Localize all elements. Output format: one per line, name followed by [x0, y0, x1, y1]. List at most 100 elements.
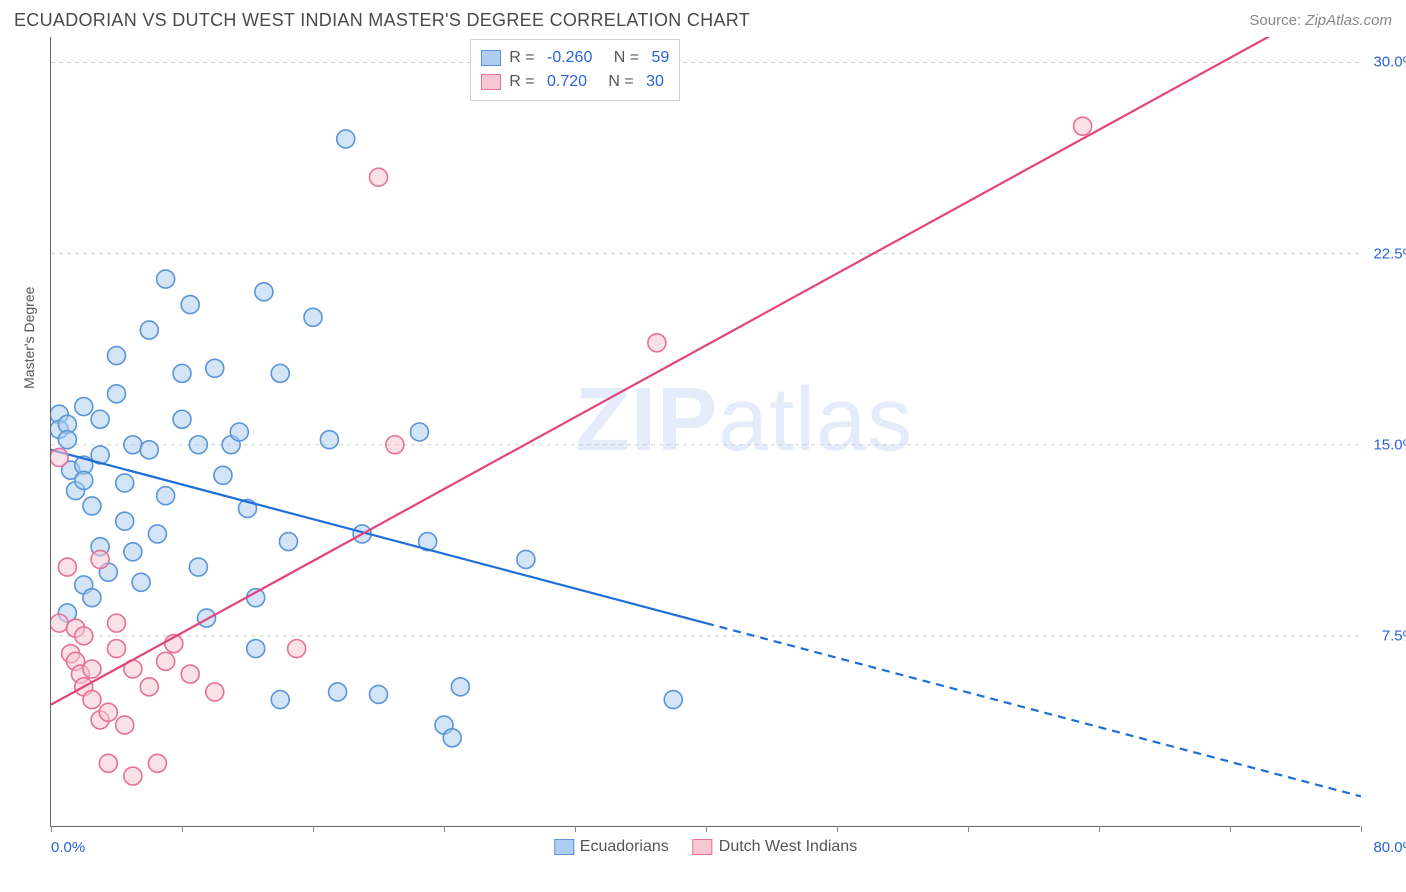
data-point	[83, 660, 101, 678]
series-legend-item: Dutch West Indians	[693, 838, 857, 856]
y-tick-label: 15.0%	[1373, 436, 1406, 453]
data-point	[140, 321, 158, 339]
chart-title: ECUADORIAN VS DUTCH WEST INDIAN MASTER'S…	[14, 10, 750, 31]
source-prefix: Source:	[1249, 12, 1305, 29]
data-point	[214, 466, 232, 484]
data-point	[239, 499, 257, 517]
data-point	[353, 525, 371, 543]
trend-line-extrapolated	[706, 623, 1361, 796]
data-point	[410, 423, 428, 441]
data-point	[443, 729, 461, 747]
data-point	[124, 436, 142, 454]
data-point	[148, 754, 166, 772]
data-point	[165, 635, 183, 653]
data-point	[62, 461, 80, 479]
data-point	[304, 308, 322, 326]
data-point	[75, 471, 93, 489]
data-point	[75, 678, 93, 696]
chart-container: Master's Degree ZIPatlas R = -0.260 N = …	[14, 37, 1396, 877]
data-point	[124, 543, 142, 561]
data-point	[370, 168, 388, 186]
x-axis-max-label: 80.0%	[1373, 839, 1406, 856]
stats-legend: R = -0.260 N = 59R = 0.720 N = 30	[470, 39, 680, 101]
legend-n-label: N =	[600, 49, 643, 67]
data-point	[189, 558, 207, 576]
data-point	[108, 640, 126, 658]
source-credit: Source: ZipAtlas.com	[1249, 12, 1392, 29]
data-point	[419, 533, 437, 551]
legend-n-value: 30	[646, 73, 664, 91]
data-point	[337, 130, 355, 148]
legend-r-label: R =	[509, 49, 539, 67]
data-point	[58, 604, 76, 622]
series-name: Dutch West Indians	[719, 838, 857, 856]
data-point	[279, 533, 297, 551]
data-point	[132, 573, 150, 591]
stats-legend-row: R = -0.260 N = 59	[481, 46, 669, 70]
data-point	[451, 678, 469, 696]
legend-swatch	[481, 74, 501, 90]
legend-r-label: R =	[509, 73, 539, 91]
data-point	[75, 627, 93, 645]
legend-swatch	[481, 50, 501, 66]
x-tick	[1361, 826, 1362, 832]
series-legend: Ecuadorians Dutch West Indians	[554, 838, 857, 856]
data-point	[116, 474, 134, 492]
data-point	[148, 525, 166, 543]
x-tick	[1230, 826, 1231, 832]
data-point	[1074, 117, 1092, 135]
data-layer	[51, 37, 1361, 827]
data-point	[288, 640, 306, 658]
x-tick	[182, 826, 183, 832]
data-point	[435, 716, 453, 734]
data-point	[75, 576, 93, 594]
data-point	[247, 589, 265, 607]
data-point	[91, 446, 109, 464]
data-point	[320, 431, 338, 449]
data-point	[140, 441, 158, 459]
x-tick	[575, 826, 576, 832]
data-point	[51, 405, 68, 423]
data-point	[116, 512, 134, 530]
data-point	[99, 754, 117, 772]
legend-r-value: -0.260	[547, 49, 592, 67]
data-point	[67, 482, 85, 500]
x-tick	[51, 826, 52, 832]
data-point	[140, 678, 158, 696]
legend-n-label: N =	[595, 73, 638, 91]
data-point	[91, 711, 109, 729]
data-point	[648, 334, 666, 352]
y-tick-label: 30.0%	[1373, 54, 1406, 71]
data-point	[51, 614, 68, 632]
data-point	[271, 691, 289, 709]
data-point	[329, 683, 347, 701]
trend-line	[51, 450, 706, 623]
data-point	[230, 423, 248, 441]
series-legend-item: Ecuadorians	[554, 838, 669, 856]
data-point	[91, 550, 109, 568]
data-point	[247, 640, 265, 658]
watermark: ZIPatlas	[575, 369, 913, 472]
legend-swatch	[693, 839, 713, 855]
data-point	[51, 448, 68, 466]
data-point	[67, 619, 85, 637]
data-point	[157, 652, 175, 670]
data-point	[108, 385, 126, 403]
data-point	[664, 691, 682, 709]
data-point	[181, 665, 199, 683]
x-tick	[313, 826, 314, 832]
data-point	[157, 487, 175, 505]
data-point	[517, 550, 535, 568]
gridlines-layer	[51, 37, 1361, 827]
watermark-bold: ZIP	[575, 370, 718, 470]
data-point	[75, 456, 93, 474]
data-point	[206, 359, 224, 377]
data-point	[75, 398, 93, 416]
x-axis-min-label: 0.0%	[51, 839, 85, 856]
data-point	[83, 691, 101, 709]
y-tick-label: 7.5%	[1382, 627, 1406, 644]
data-point	[189, 436, 207, 454]
data-point	[71, 665, 89, 683]
data-point	[198, 609, 216, 627]
data-point	[58, 558, 76, 576]
